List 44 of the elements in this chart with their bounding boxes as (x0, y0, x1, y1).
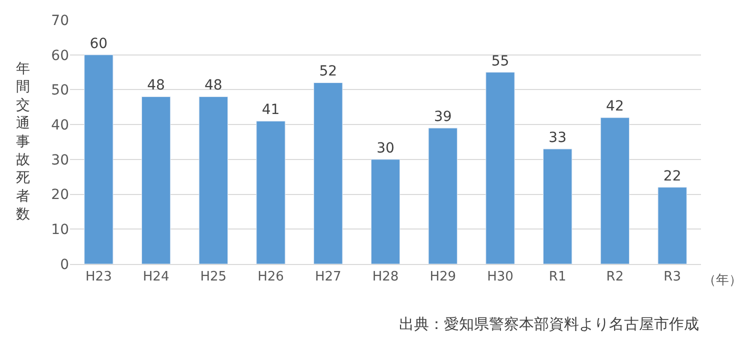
data-label: 42 (606, 98, 624, 115)
data-label: 30 (376, 140, 394, 156)
data-label: 55 (491, 53, 510, 70)
bar (84, 54, 114, 264)
x-tick-label: R2 (606, 270, 624, 285)
data-label: 48 (204, 78, 222, 94)
bar (141, 96, 171, 264)
x-tick-label: H23 (86, 270, 112, 285)
data-label: 60 (90, 36, 108, 52)
x-tick-label: H29 (430, 270, 456, 285)
x-tick-label: H30 (487, 270, 514, 285)
x-tick-label: H27 (314, 270, 342, 285)
data-label: 33 (548, 130, 567, 146)
x-tick-label: H28 (372, 270, 399, 285)
x-axis-title: （年） (703, 273, 742, 288)
x-tick-label: H26 (258, 270, 284, 285)
text: 年間交通事故死者数 (16, 61, 30, 223)
x-tick-label: H24 (142, 270, 170, 285)
y-tick-label: 30 (51, 152, 69, 168)
data-label: 39 (434, 109, 452, 126)
y-tick-label: 10 (51, 222, 69, 238)
y-tick-label: 40 (51, 117, 69, 134)
y-tick-label: 0 (60, 256, 69, 273)
y-tick-label: 50 (51, 82, 69, 99)
bar (198, 96, 228, 264)
data-label: 48 (147, 78, 165, 94)
source-note: 出典：愛知県警察本部資料より名古屋市作成 (399, 315, 699, 333)
data-label: 41 (262, 102, 280, 118)
x-tick-label: R1 (548, 270, 566, 285)
y-tick-label: 70 (51, 12, 69, 29)
y-tick-label: 60 (51, 48, 69, 64)
bar (658, 187, 687, 264)
y-tick-label: 20 (51, 187, 69, 204)
data-label: 22 (663, 168, 682, 184)
bar (600, 117, 630, 264)
x-tick-label: H25 (200, 270, 227, 285)
bar (428, 128, 458, 264)
x-tick-label: R3 (664, 270, 681, 285)
data-label: 52 (319, 64, 338, 80)
bar (314, 82, 343, 264)
bar (543, 148, 572, 264)
bar (256, 120, 286, 264)
bar (370, 159, 400, 264)
bar (486, 72, 515, 264)
